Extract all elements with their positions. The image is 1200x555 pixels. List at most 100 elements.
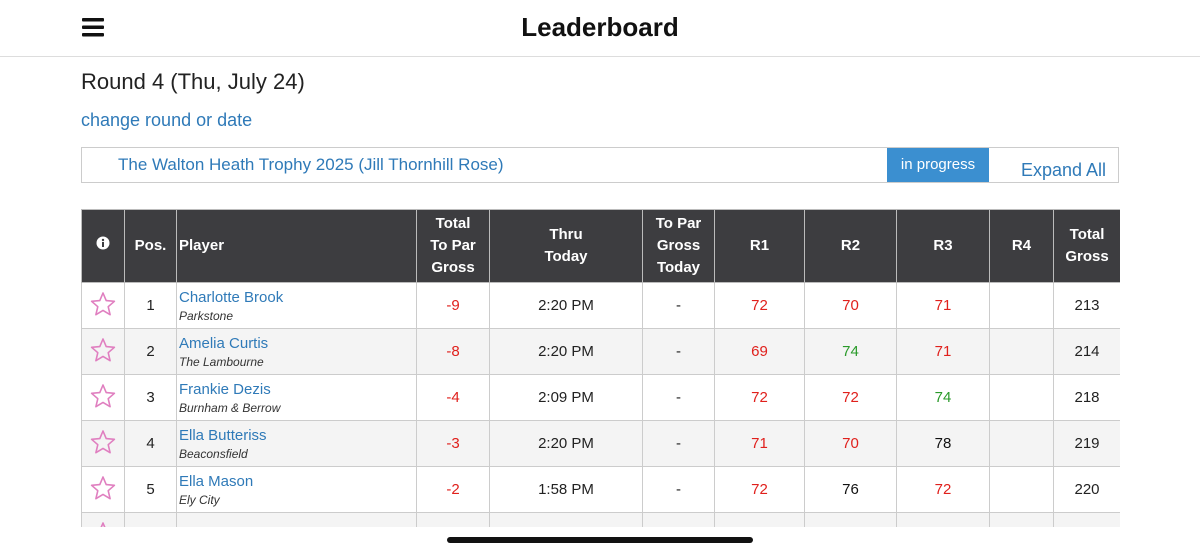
player-cell: Ella Mason Ely City <box>176 466 417 513</box>
column-header-line: Total <box>1069 226 1105 243</box>
column-header-line: Today <box>544 248 588 265</box>
round-score-cell: 72 <box>896 466 990 513</box>
round-score-cell <box>989 512 1054 527</box>
player-row: 3 Frankie Dezis Burnham & Berrow -4 2:09 PM -… <box>81 374 1120 421</box>
thru-cell <box>489 512 643 527</box>
round-score-cell: 78 <box>896 420 990 467</box>
to-par-cell <box>416 512 490 527</box>
top-bar: Leaderboard <box>0 0 1200 57</box>
info-header[interactable] <box>81 209 125 283</box>
leaderboard-table: Pos. Player Total To Par Gross Thru Today To Pa… <box>81 209 1120 527</box>
column-header-line: Gross <box>431 259 475 276</box>
column-header: R4 <box>989 209 1054 283</box>
round-score-cell: 74 <box>896 374 990 421</box>
player-cell: Ella Butteriss Beaconsfield <box>176 420 417 467</box>
player-club: Ely City <box>179 492 220 507</box>
expand-all[interactable]: Expand All <box>1020 160 1106 180</box>
round-title: Round 4 (Thu, July 24) <box>81 69 305 94</box>
pos-cell: 5 <box>124 466 177 513</box>
to-par-cell: -3 <box>416 420 490 467</box>
player-row: 2 Amelia Curtis The Lambourne -8 2:20 PM -69 7… <box>81 328 1120 375</box>
pos-cell: 1 <box>124 282 177 329</box>
pos-cell <box>124 512 177 527</box>
round-score-cell: 70 <box>804 420 897 467</box>
player-name[interactable]: Amelia Curtis <box>179 334 269 352</box>
column-header: To Par Gross Today <box>642 209 715 283</box>
player-cell: Frankie Dezis Burnham & Berrow <box>176 374 417 421</box>
change-round-link[interactable]: change round or date <box>81 110 253 130</box>
column-header-line: Thru <box>549 226 583 243</box>
to-par-cell: -2 <box>416 466 490 513</box>
player-club: The Lambourne <box>179 354 264 369</box>
today-cell: - <box>642 420 715 467</box>
page-title: Leaderboard <box>521 12 679 42</box>
favorite-star[interactable] <box>90 429 116 459</box>
round-score-cell: 70 <box>804 282 897 329</box>
round-score-cell <box>989 466 1054 513</box>
round-score-cell <box>989 420 1054 467</box>
round-score-cell <box>804 512 897 527</box>
player-cell: Charlotte Brook Parkstone <box>176 282 417 329</box>
event-name[interactable]: The Walton Heath Trophy 2025 (Jill Thorn… <box>118 155 504 174</box>
header-row: Pos. Player Total To Par Gross Thru Today To Pa… <box>81 209 1120 283</box>
column-header-line: Today <box>656 259 701 276</box>
to-par-cell: -9 <box>416 282 490 329</box>
today-cell: - <box>642 466 715 513</box>
pos-cell: 4 <box>124 420 177 467</box>
pos-cell: 2 <box>124 328 177 375</box>
favorite-cell <box>81 282 125 329</box>
player-name[interactable]: Ella Mason <box>179 472 254 490</box>
favorite-star[interactable] <box>90 337 116 367</box>
column-header: R1 <box>714 209 805 283</box>
round-score-cell: 71 <box>896 282 990 329</box>
player-name[interactable]: Frankie Dezis <box>179 380 271 398</box>
player-row: 1 Charlotte Brook Parkstone -9 2:20 PM -72 70 7… <box>81 282 1120 329</box>
column-header-line: Total <box>435 215 471 232</box>
column-header: Player <box>176 209 417 283</box>
thru-cell: 2:20 PM <box>489 282 643 329</box>
column-header-line: Gross <box>656 237 701 254</box>
favorite-cell <box>81 512 125 527</box>
thru-cell: 2:20 PM <box>489 328 643 375</box>
player-name[interactable]: Ella Butteriss <box>179 426 267 444</box>
total-cell: 214 <box>1053 328 1120 375</box>
favorite-cell <box>81 328 125 375</box>
round-score-cell: 72 <box>714 466 805 513</box>
column-header-line: Gross <box>1065 248 1109 265</box>
player-club: Parkstone <box>179 308 234 323</box>
favorite-star[interactable] <box>90 383 116 413</box>
player-row: 4 Ella Butteriss Beaconsfield -3 2:20 PM -71 7… <box>81 420 1120 467</box>
player-name[interactable]: Charlotte Brook <box>179 288 284 306</box>
favorite-cell <box>81 374 125 421</box>
round-score-cell <box>989 282 1054 329</box>
to-par-cell: -8 <box>416 328 490 375</box>
total-cell: 218 <box>1053 374 1120 421</box>
today-cell: - <box>642 328 715 375</box>
round-score-cell: 71 <box>714 420 805 467</box>
player-cell: Jess Haines <box>176 512 417 527</box>
column-header-line: Pos. <box>134 237 167 254</box>
today-cell: - <box>642 282 715 329</box>
favorite-cell <box>81 420 125 467</box>
thru-cell: 2:09 PM <box>489 374 643 421</box>
column-header-line: To Par <box>430 237 476 254</box>
player-club: Burnham & Berrow <box>179 400 281 415</box>
column-header: Total To Par Gross <box>416 209 490 283</box>
round-score-cell <box>989 374 1054 421</box>
menu-button[interactable] <box>82 17 104 37</box>
column-header-line: R4 <box>1011 237 1032 254</box>
favorite-cell <box>81 466 125 513</box>
column-header-line: Player <box>179 237 225 254</box>
round-score-cell: 72 <box>714 282 805 329</box>
column-header: R3 <box>896 209 990 283</box>
round-score-cell <box>989 328 1054 375</box>
round-score-cell: 71 <box>896 328 990 375</box>
player-cell: Amelia Curtis The Lambourne <box>176 328 417 375</box>
column-header-line: R2 <box>840 237 861 254</box>
favorite-star[interactable] <box>90 475 116 505</box>
column-header: Thru Today <box>489 209 643 283</box>
player-row: Jess Haines <box>81 512 1120 527</box>
favorite-star[interactable] <box>90 291 116 321</box>
total-cell <box>1053 512 1120 527</box>
